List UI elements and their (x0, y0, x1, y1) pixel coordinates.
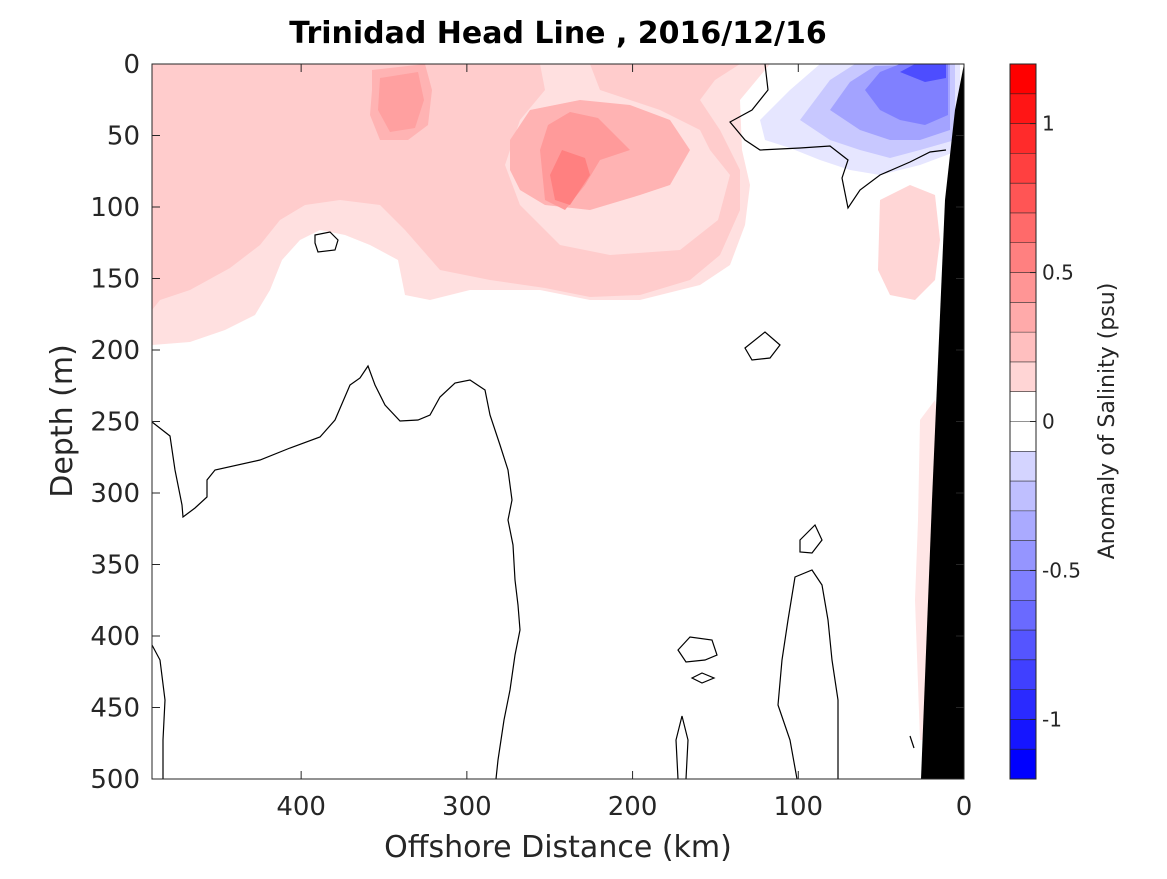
y-tick-label: 400 (90, 622, 140, 652)
colorbar-band (1010, 749, 1036, 780)
colorbar-band (1010, 689, 1036, 720)
colorbar-band (1010, 332, 1036, 363)
colorbar-band (1010, 153, 1036, 184)
colorbar-band (1010, 361, 1036, 393)
colorbar-band (1010, 212, 1036, 244)
anomaly-field (152, 64, 964, 779)
positive-anomaly-core (378, 72, 424, 132)
zero-contour-line (799, 523, 823, 554)
colorbar-band (1010, 659, 1036, 690)
colorbar-label: Anomaly of Salinity (psu) (1095, 283, 1120, 560)
positive-anomaly-region (878, 185, 940, 300)
colorbar-band (1010, 570, 1036, 601)
seafloor-mask (921, 64, 964, 779)
colorbar-band (1010, 481, 1036, 512)
zero-contour-line (314, 231, 339, 253)
x-tick-label: 0 (956, 792, 973, 822)
colorbar-band (1010, 719, 1036, 750)
colorbar (1010, 63, 1036, 780)
colorbar-band (1010, 510, 1036, 541)
zero-contour-line (677, 636, 718, 663)
colorbar-tick-label: 0 (1042, 410, 1055, 434)
y-tick-label: 150 (90, 265, 140, 295)
colorbar-band (1010, 630, 1036, 661)
x-tick-label: 100 (773, 792, 823, 822)
positive-anomaly-core (550, 150, 590, 205)
zero-contours (152, 64, 947, 779)
colorbar-band (1010, 123, 1036, 154)
x-tick-label: 200 (608, 792, 658, 822)
colorbar-tick-label: 0.5 (1042, 261, 1074, 285)
colorbar-band (1010, 242, 1036, 273)
colorbar-band (1010, 421, 1036, 452)
colorbar-band (1010, 600, 1036, 631)
y-axis-label: Depth (m) (45, 344, 80, 498)
y-tick-label: 50 (107, 122, 140, 152)
y-tick-label: 0 (123, 50, 140, 80)
zero-contour-line (690, 672, 716, 684)
colorbar-tick-label: 1 (1042, 112, 1055, 136)
colorbar-band (1010, 391, 1036, 422)
zero-contour-line (909, 735, 915, 749)
colorbar-band (1010, 183, 1036, 214)
colorbar-tick-label: -1 (1042, 707, 1062, 731)
colorbar-band (1010, 540, 1036, 571)
colorbar-ticks: 1 0.5 0 -0.5 -1 (1030, 112, 1081, 731)
positive-anomaly-region (152, 64, 740, 310)
colorbar-band (1010, 93, 1036, 124)
y-tick-label: 450 (90, 694, 140, 724)
y-tick-label: 100 (90, 193, 140, 223)
zero-contour-line (777, 569, 839, 779)
y-tick-label: 200 (90, 336, 140, 366)
x-tick-label: 400 (276, 792, 326, 822)
y-axis: 0 50 100 150 200 250 300 350 400 450 500 (90, 50, 964, 795)
y-tick-label: 250 (90, 408, 140, 438)
zero-contour-line (152, 364, 521, 779)
colorbar-band (1010, 451, 1036, 482)
colorbar-tick-label: -0.5 (1042, 558, 1081, 582)
x-tick-label: 300 (442, 792, 492, 822)
zero-contour-line (152, 644, 166, 779)
chart-title: Trinidad Head Line , 2016/12/16 (289, 16, 827, 51)
zero-contour-line (729, 64, 947, 210)
negative-anomaly-core (900, 64, 946, 82)
x-axis: 400 300 200 100 0 (276, 64, 972, 822)
y-tick-label: 350 (90, 551, 140, 581)
x-axis-label: Offshore Distance (km) (384, 830, 732, 865)
colorbar-band (1010, 64, 1036, 95)
y-tick-label: 300 (90, 479, 140, 509)
zero-contour-line (744, 331, 781, 361)
colorbar-band (1010, 272, 1036, 303)
colorbar-band (1010, 302, 1036, 333)
y-tick-label: 500 (90, 765, 140, 795)
zero-contour-line (675, 715, 689, 779)
